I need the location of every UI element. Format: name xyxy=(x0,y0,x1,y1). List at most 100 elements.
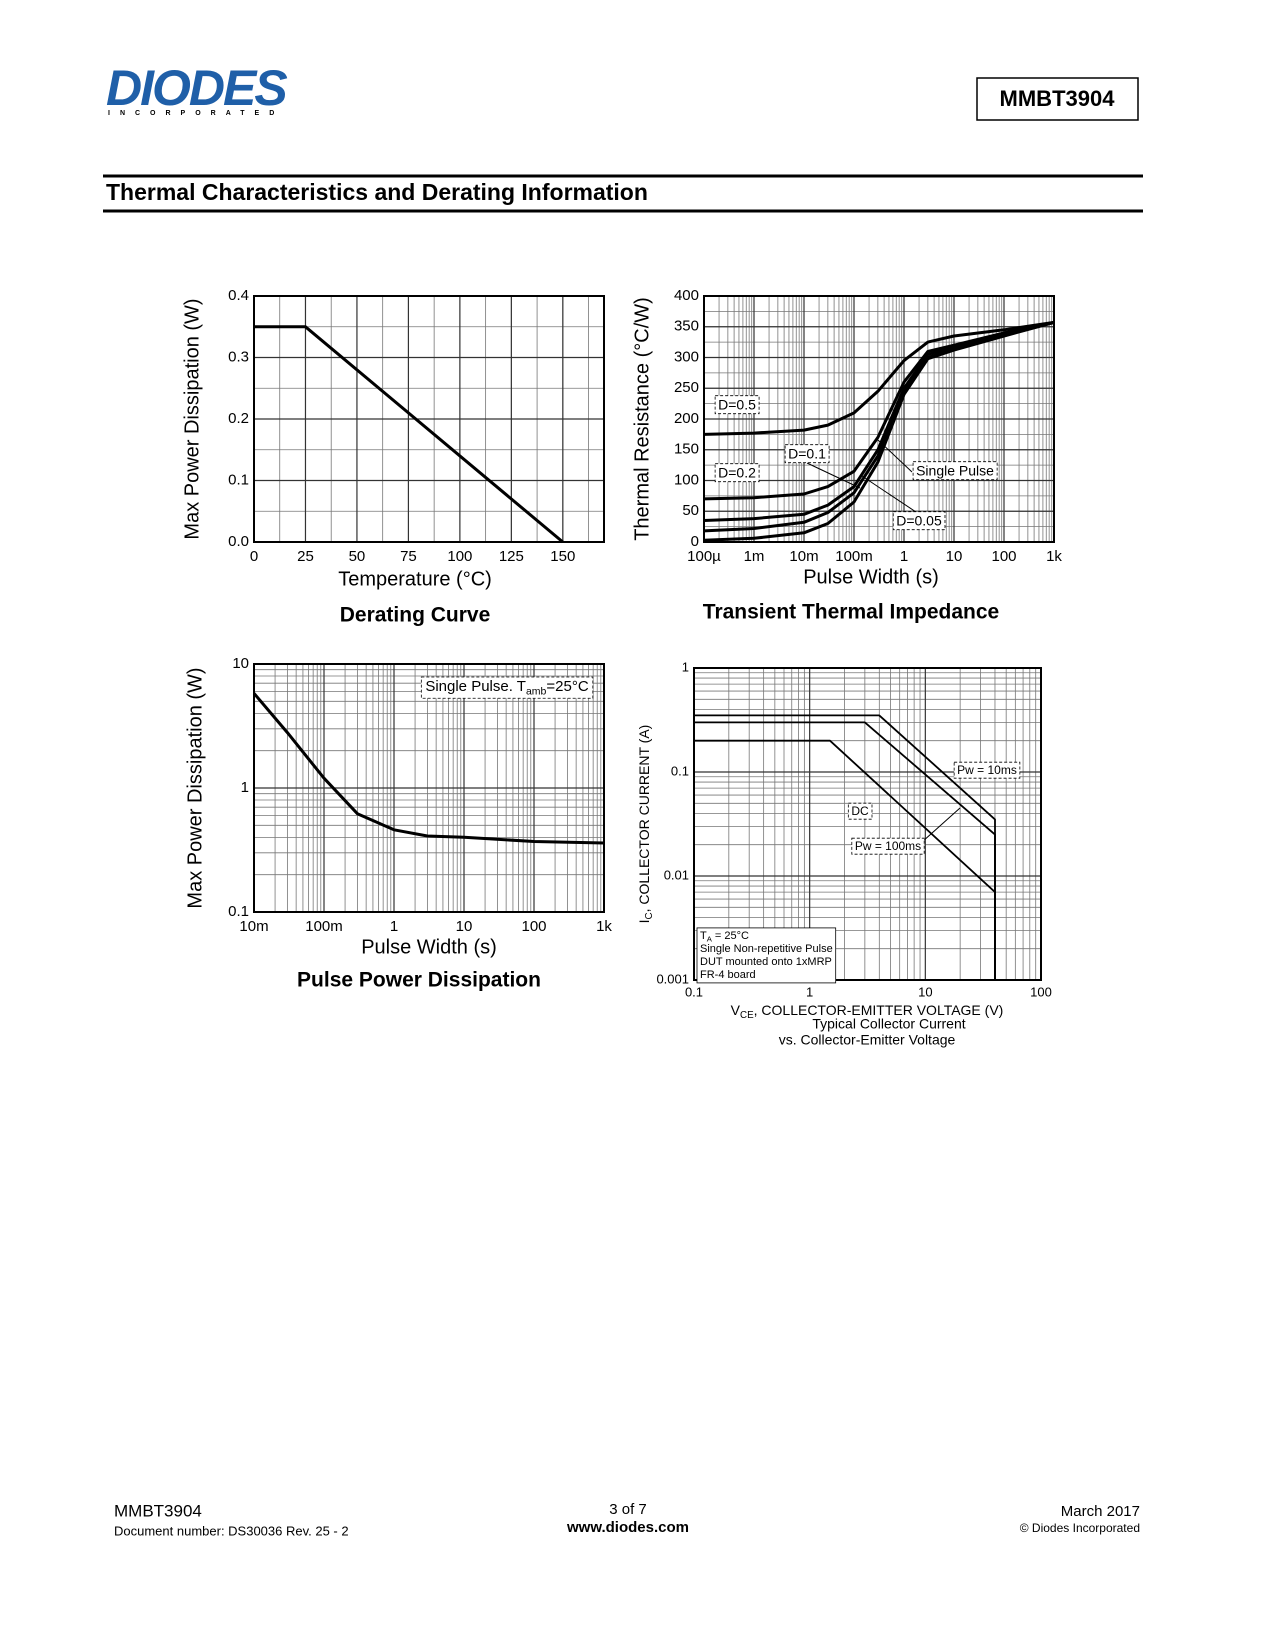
x-tick-label: 1 xyxy=(900,548,908,565)
x-tick-label: 10m xyxy=(789,548,818,565)
y-axis-label: Max Power Dissipation (W) xyxy=(184,667,206,908)
x-tick-label: 100m xyxy=(835,548,873,565)
x-axis-label-part: , COLLECTOR-EMITTER VOLTAGE (V) xyxy=(754,1002,1004,1018)
y-axis-label-part: , COLLECTOR CURRENT (A) xyxy=(636,725,652,913)
x-tick-label: 10 xyxy=(456,918,473,935)
x-tick-label: 100m xyxy=(305,918,343,935)
part-box xyxy=(976,77,1139,121)
y-tick-label: 50 xyxy=(682,502,699,519)
leader-line xyxy=(861,475,920,515)
y-tick-label: 400 xyxy=(674,287,699,304)
x-tick-label: 0.1 xyxy=(685,984,703,999)
plot-frame xyxy=(693,667,1042,981)
series-label: Pw = 100ms xyxy=(855,839,921,853)
series-line xyxy=(694,721,996,980)
annotation-part: Single Pulse. T xyxy=(425,678,526,695)
series-label: D=0.2 xyxy=(718,465,756,481)
x-tick-label: 100 xyxy=(1030,984,1052,999)
logo-sub: INCORPORATED xyxy=(108,110,284,117)
x-tick-label: 1k xyxy=(596,918,612,935)
footer-part: MMBT3904 xyxy=(114,1501,202,1520)
x-tick-label: 100 xyxy=(991,548,1016,565)
x-tick-label: 10 xyxy=(946,548,963,565)
leader-line xyxy=(921,807,961,843)
label-box xyxy=(784,444,830,464)
x-tick-label: 100 xyxy=(521,918,546,935)
y-tick-label: 0.1 xyxy=(228,471,249,488)
series-label: D=0.05 xyxy=(896,513,942,529)
y-tick-label: 0.1 xyxy=(228,903,249,920)
y-tick-label: 1 xyxy=(241,779,249,796)
x-axis-label-part: V xyxy=(731,1002,741,1018)
y-tick-label: 0.001 xyxy=(656,971,689,986)
y-tick-label: 0 xyxy=(691,533,699,550)
label-box xyxy=(714,463,760,483)
y-tick-label: 1 xyxy=(682,659,689,674)
x-tick-label: 1 xyxy=(390,918,398,935)
note-box xyxy=(696,927,837,984)
section-title: Thermal Characteristics and Derating Inf… xyxy=(106,179,648,205)
y-tick-label: 350 xyxy=(674,318,699,335)
x-tick-label: 0 xyxy=(250,548,258,565)
x-tick-label: 1k xyxy=(1046,548,1062,565)
footer-web: www.diodes.com xyxy=(566,1519,689,1536)
leader-line xyxy=(806,462,861,489)
x-tick-label: 150 xyxy=(550,548,575,565)
y-tick-label: 0.0 xyxy=(228,533,249,550)
series-label: Pw = 10ms xyxy=(957,763,1017,777)
chart-title: vs. Collector-Emitter Voltage xyxy=(779,1032,956,1048)
note-line-sub: A xyxy=(707,934,713,943)
series-line xyxy=(254,325,564,544)
series-label: D=0.1 xyxy=(788,446,826,462)
footer-doc: Document number: DS30036 Rev. 25 - 2 xyxy=(114,1523,349,1538)
y-axis-label-sub: C xyxy=(644,912,655,919)
y-tick-label: 0.3 xyxy=(228,348,249,365)
chart-title: Pulse Power Dissipation xyxy=(297,969,541,992)
y-tick-label: 200 xyxy=(674,410,699,427)
series-line xyxy=(703,320,1055,542)
x-tick-label: 1 xyxy=(806,984,813,999)
label-box xyxy=(714,395,760,415)
label-box xyxy=(892,511,946,531)
series-label: DC xyxy=(851,804,869,818)
x-axis-label: VCE, COLLECTOR-EMITTER VOLTAGE (V) xyxy=(731,1002,1004,1021)
note-line: FR-4 board xyxy=(700,969,756,981)
label-box xyxy=(912,461,998,481)
y-tick-label: 0.01 xyxy=(664,867,689,882)
note-line: TA = 25°C xyxy=(700,930,749,943)
x-tick-label: 125 xyxy=(499,548,524,565)
footer-date: March 2017 xyxy=(1061,1503,1140,1520)
leader-line xyxy=(877,439,913,473)
chart-title: Typical Collector Current xyxy=(812,1016,965,1032)
y-tick-label: 250 xyxy=(674,379,699,396)
plot-frame xyxy=(253,663,605,913)
annotation: Single Pulse. Tamb=25°C xyxy=(425,678,589,697)
label-box xyxy=(953,761,1021,779)
label-box xyxy=(847,802,873,820)
x-tick-label: 75 xyxy=(400,548,417,565)
x-axis-label: Pulse Width (s) xyxy=(803,566,939,588)
footer-copyright: © Diodes Incorporated xyxy=(1020,1521,1140,1535)
note-line-part: = 25°C xyxy=(712,930,749,942)
annotation-part: =25°C xyxy=(546,678,588,695)
y-tick-label: 0.1 xyxy=(671,763,689,778)
logo: DIODES xyxy=(106,60,287,116)
y-axis-label: IC, COLLECTOR CURRENT (A) xyxy=(636,725,655,924)
y-axis-label-part: I xyxy=(636,919,652,923)
plot-frame xyxy=(703,295,1055,543)
y-tick-label: 150 xyxy=(674,441,699,458)
label-box xyxy=(851,837,925,855)
chart-title: Derating Curve xyxy=(340,604,491,627)
x-axis-label: Temperature (°C) xyxy=(338,568,492,590)
y-tick-label: 0.2 xyxy=(228,410,249,427)
y-tick-label: 300 xyxy=(674,348,699,365)
series-line xyxy=(703,320,1055,522)
y-axis-label: Thermal Resistance (°C/W) xyxy=(631,297,653,541)
series-line xyxy=(252,692,605,845)
plot-frame xyxy=(253,295,605,543)
note-line: DUT mounted onto 1xMRP xyxy=(700,956,832,968)
x-tick-label: 25 xyxy=(297,548,314,565)
annotation-sub: amb xyxy=(526,685,547,697)
